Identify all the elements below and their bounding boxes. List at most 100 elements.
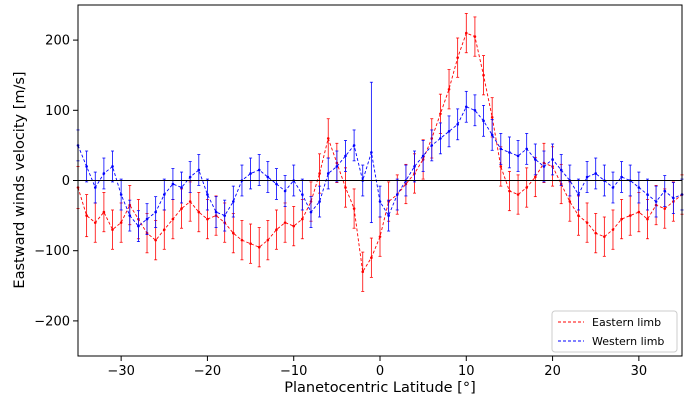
data-point <box>180 207 183 210</box>
data-point <box>646 217 649 221</box>
data-point <box>223 214 226 217</box>
x-tick-label: 30 <box>631 364 648 379</box>
data-point <box>344 186 347 189</box>
data-point <box>611 186 615 189</box>
data-point <box>93 221 97 224</box>
data-point <box>162 193 166 196</box>
data-point <box>439 137 442 140</box>
y-tick-label: 0 <box>62 174 70 189</box>
y-tick-label: 100 <box>45 104 70 119</box>
data-point <box>111 165 114 168</box>
data-point <box>102 210 106 214</box>
data-point <box>119 193 123 196</box>
data-point <box>628 214 632 217</box>
data-point <box>473 35 477 38</box>
data-point <box>292 224 296 228</box>
data-point <box>232 231 235 235</box>
data-point <box>447 87 451 91</box>
data-point <box>257 168 261 172</box>
data-point <box>326 137 330 140</box>
data-point <box>646 193 649 196</box>
y-tick-label: 200 <box>45 34 70 49</box>
data-point <box>585 221 589 224</box>
data-point <box>119 221 123 224</box>
data-point <box>464 31 468 35</box>
data-point <box>214 210 218 214</box>
x-axis-title: Planetocentric Latitude [°] <box>284 380 476 396</box>
data-point <box>361 270 365 274</box>
data-point <box>577 193 580 196</box>
data-point <box>577 214 580 217</box>
data-point <box>145 217 149 221</box>
data-point <box>171 217 175 221</box>
data-point <box>603 235 606 238</box>
data-point <box>111 228 114 231</box>
data-point <box>490 116 494 119</box>
data-point <box>352 144 356 147</box>
data-point <box>188 175 192 179</box>
data-point <box>551 158 554 161</box>
y-tick-label: −200 <box>34 314 70 329</box>
data-point <box>387 214 390 217</box>
data-point <box>611 228 615 231</box>
data-point <box>370 151 373 154</box>
data-point <box>283 189 287 193</box>
data-point <box>482 73 485 77</box>
data-point <box>542 165 546 168</box>
data-point <box>490 133 494 137</box>
x-tick-label: 10 <box>458 364 475 379</box>
data-point <box>180 186 183 189</box>
data-point <box>637 210 641 214</box>
data-point <box>663 189 667 193</box>
data-point <box>525 186 528 189</box>
data-point <box>663 207 667 210</box>
legend-eastern-label: Eastern limb <box>592 316 661 329</box>
data-point <box>197 168 201 172</box>
x-tick-label: −30 <box>107 364 134 379</box>
x-tick-label: 20 <box>544 364 561 379</box>
data-point <box>154 210 157 214</box>
data-point <box>257 245 261 249</box>
data-point <box>309 210 313 214</box>
data-point <box>102 172 106 175</box>
data-point <box>275 228 278 231</box>
data-point <box>559 168 563 172</box>
data-point <box>275 182 278 186</box>
series-western <box>76 81 684 242</box>
data-point <box>266 238 270 242</box>
data-point <box>162 228 166 231</box>
data-point <box>439 112 442 116</box>
data-point <box>249 172 252 175</box>
data-point <box>637 186 641 189</box>
data-point <box>430 144 434 147</box>
data-point <box>473 109 477 112</box>
data-point <box>240 238 244 242</box>
data-point <box>594 231 598 235</box>
data-point <box>499 147 503 151</box>
legend-box <box>551 310 678 353</box>
data-point <box>654 200 658 203</box>
data-point <box>413 165 416 168</box>
legend: Eastern limb Western limb <box>551 310 678 353</box>
data-point <box>378 200 382 203</box>
data-point <box>464 105 468 109</box>
data-point <box>421 154 425 158</box>
data-point <box>499 165 503 168</box>
data-point <box>395 193 399 196</box>
data-point <box>482 119 485 123</box>
data-point <box>594 172 598 175</box>
data-point <box>370 256 373 260</box>
data-point <box>93 186 97 189</box>
data-point <box>568 200 572 203</box>
data-point <box>525 147 528 151</box>
data-point <box>534 158 537 161</box>
data-point <box>171 182 175 186</box>
data-point <box>326 172 330 175</box>
data-point <box>534 175 537 179</box>
data-point <box>447 130 451 133</box>
data-point <box>508 151 511 154</box>
data-point <box>266 175 270 179</box>
data-point <box>620 175 623 179</box>
data-point <box>516 154 520 158</box>
data-point <box>352 207 356 210</box>
